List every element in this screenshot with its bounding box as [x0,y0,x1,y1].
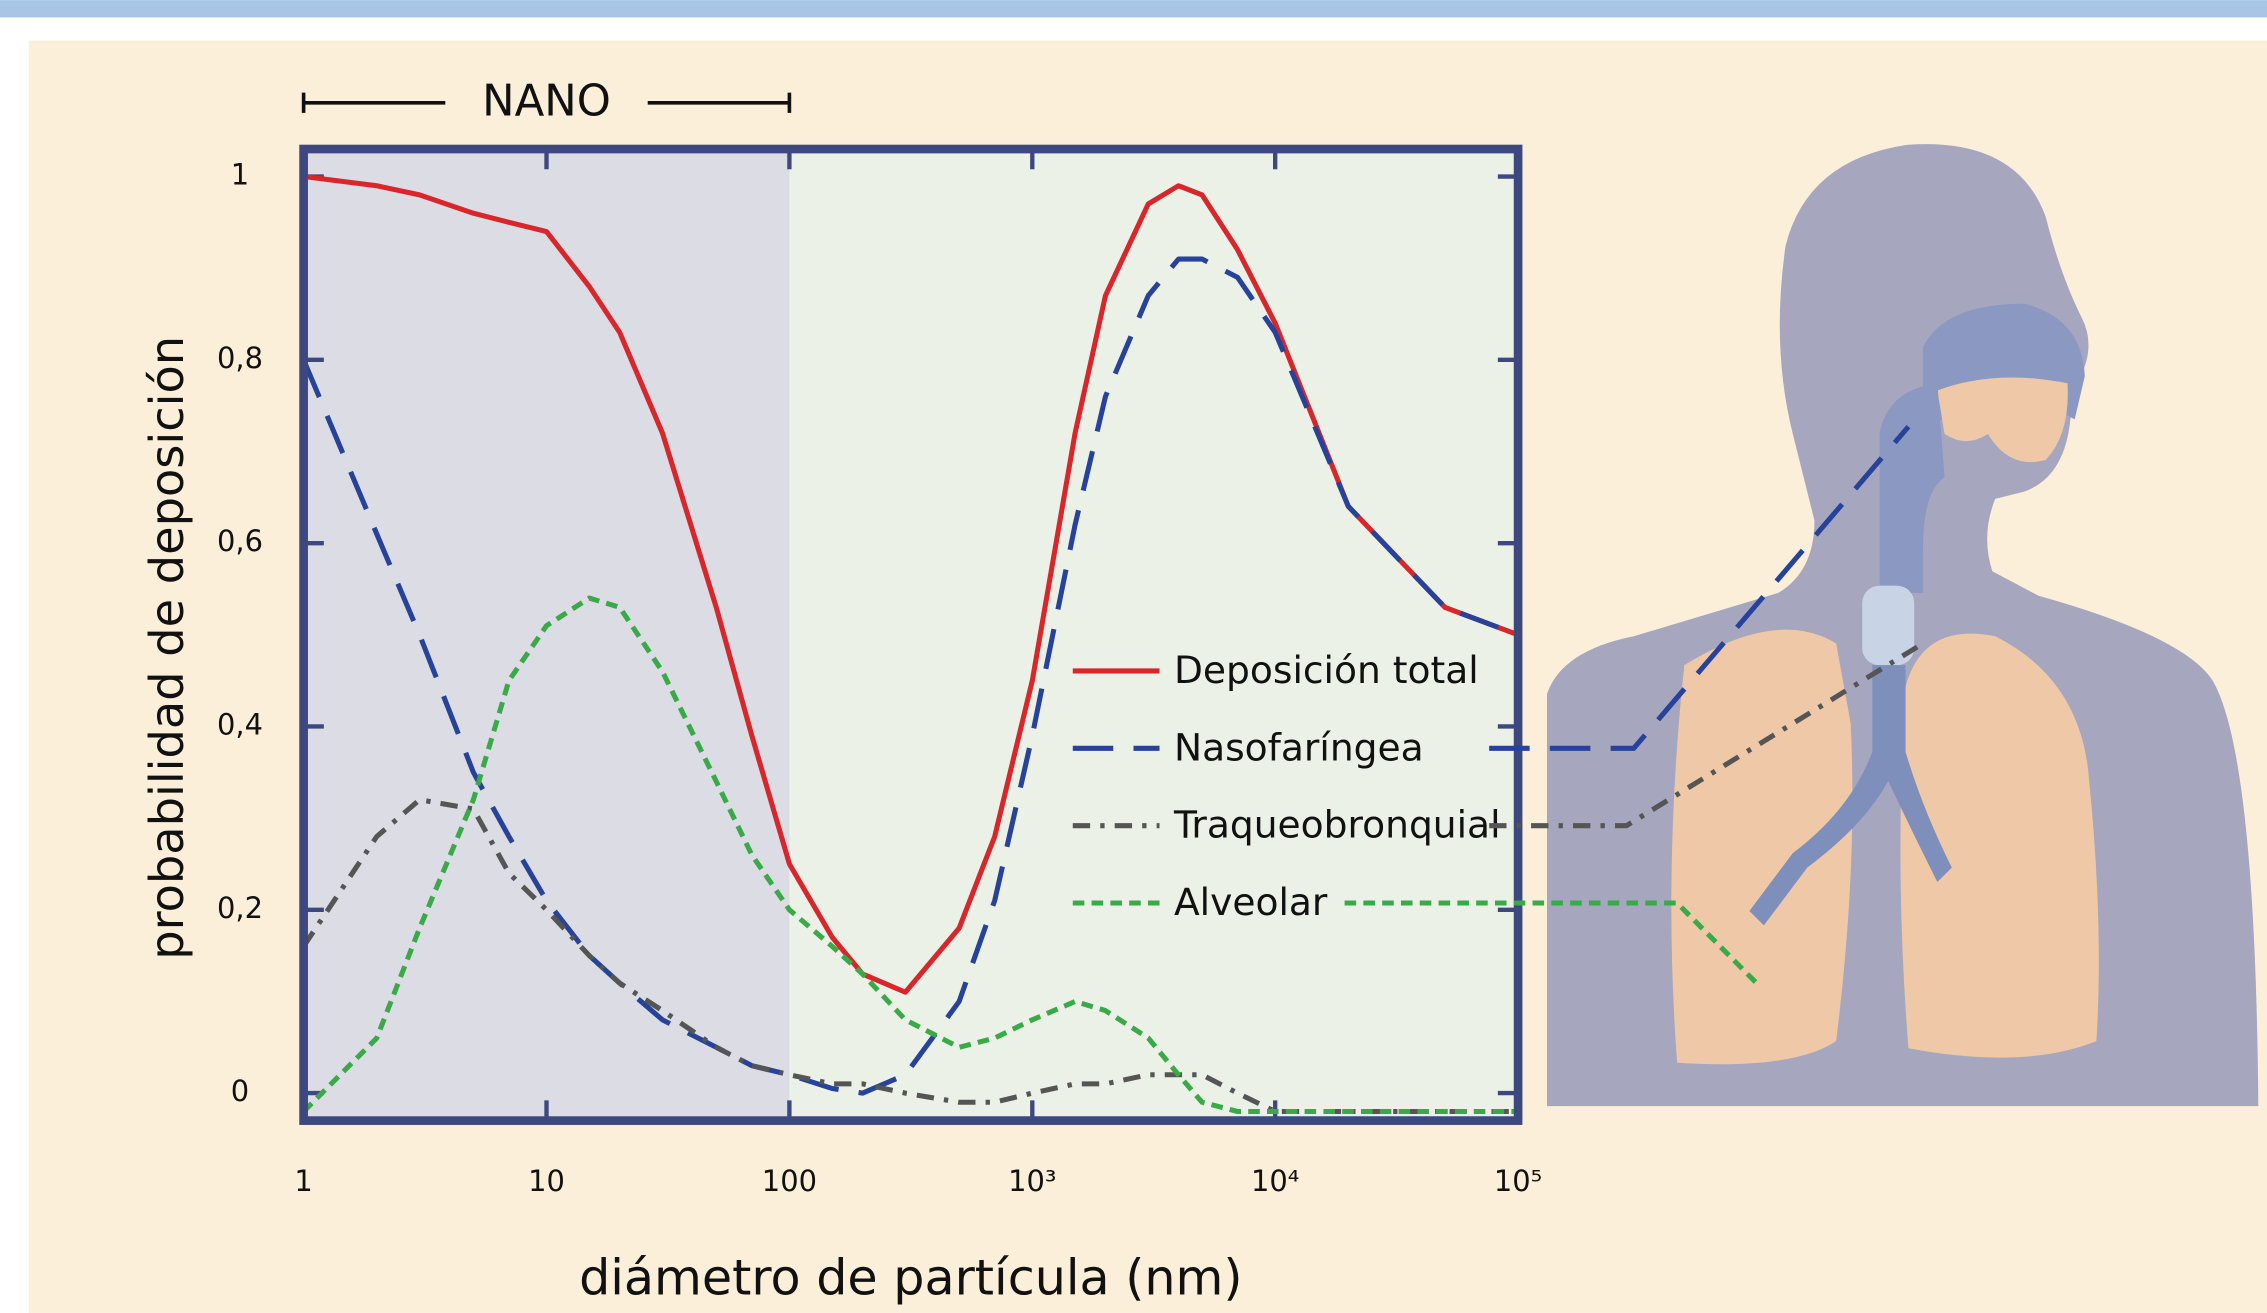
plot-area [299,144,1523,1125]
range-annotation [301,92,792,113]
legend-leader [1489,641,1925,829]
x-axis-label: diámetro de partícula (nm) [579,1249,1243,1307]
legend: Deposición total Nasofaríngea Traqueobronq… [1072,424,1925,986]
top-band [0,0,2267,18]
y-tick-label: 1 [231,158,249,192]
x-tick-label: 10 [528,1164,565,1198]
legend-leader [1489,424,1911,751]
shaded-region [303,149,790,1121]
y-tick-label: 0,6 [217,524,263,558]
y-axis-label: probabilidad de deposición [140,336,194,960]
x-tick-label: 100 [762,1164,817,1198]
y-tick-label: 0,4 [217,707,263,741]
legend-label: Traqueobronquial [1173,803,1501,847]
legend-label: Nasofaríngea [1174,725,1424,769]
body-illustration [1546,144,2259,1107]
series-line [303,595,1519,1115]
shaded-region [789,149,1519,1121]
x-tick-label: 10⁴ [1251,1164,1299,1198]
y-tick-label: 0 [231,1074,249,1108]
regions [303,149,1519,1121]
annotation-text: NANO [482,77,611,127]
series-line [303,256,1519,1096]
y-tick-label: 0,8 [217,341,263,375]
series-lines [303,173,1519,1115]
series-line [303,173,1519,995]
plot-frame [299,144,1523,1125]
x-tick-label: 1 [294,1164,312,1198]
x-tick-label: 10⁵ [1494,1164,1542,1198]
x-tick-label: 10³ [1008,1164,1056,1198]
legend-label: Deposición total [1174,648,1479,692]
legend-label: Alveolar [1174,880,1328,924]
series-line [303,797,1519,1115]
y-tick-label: 0,2 [217,891,263,925]
